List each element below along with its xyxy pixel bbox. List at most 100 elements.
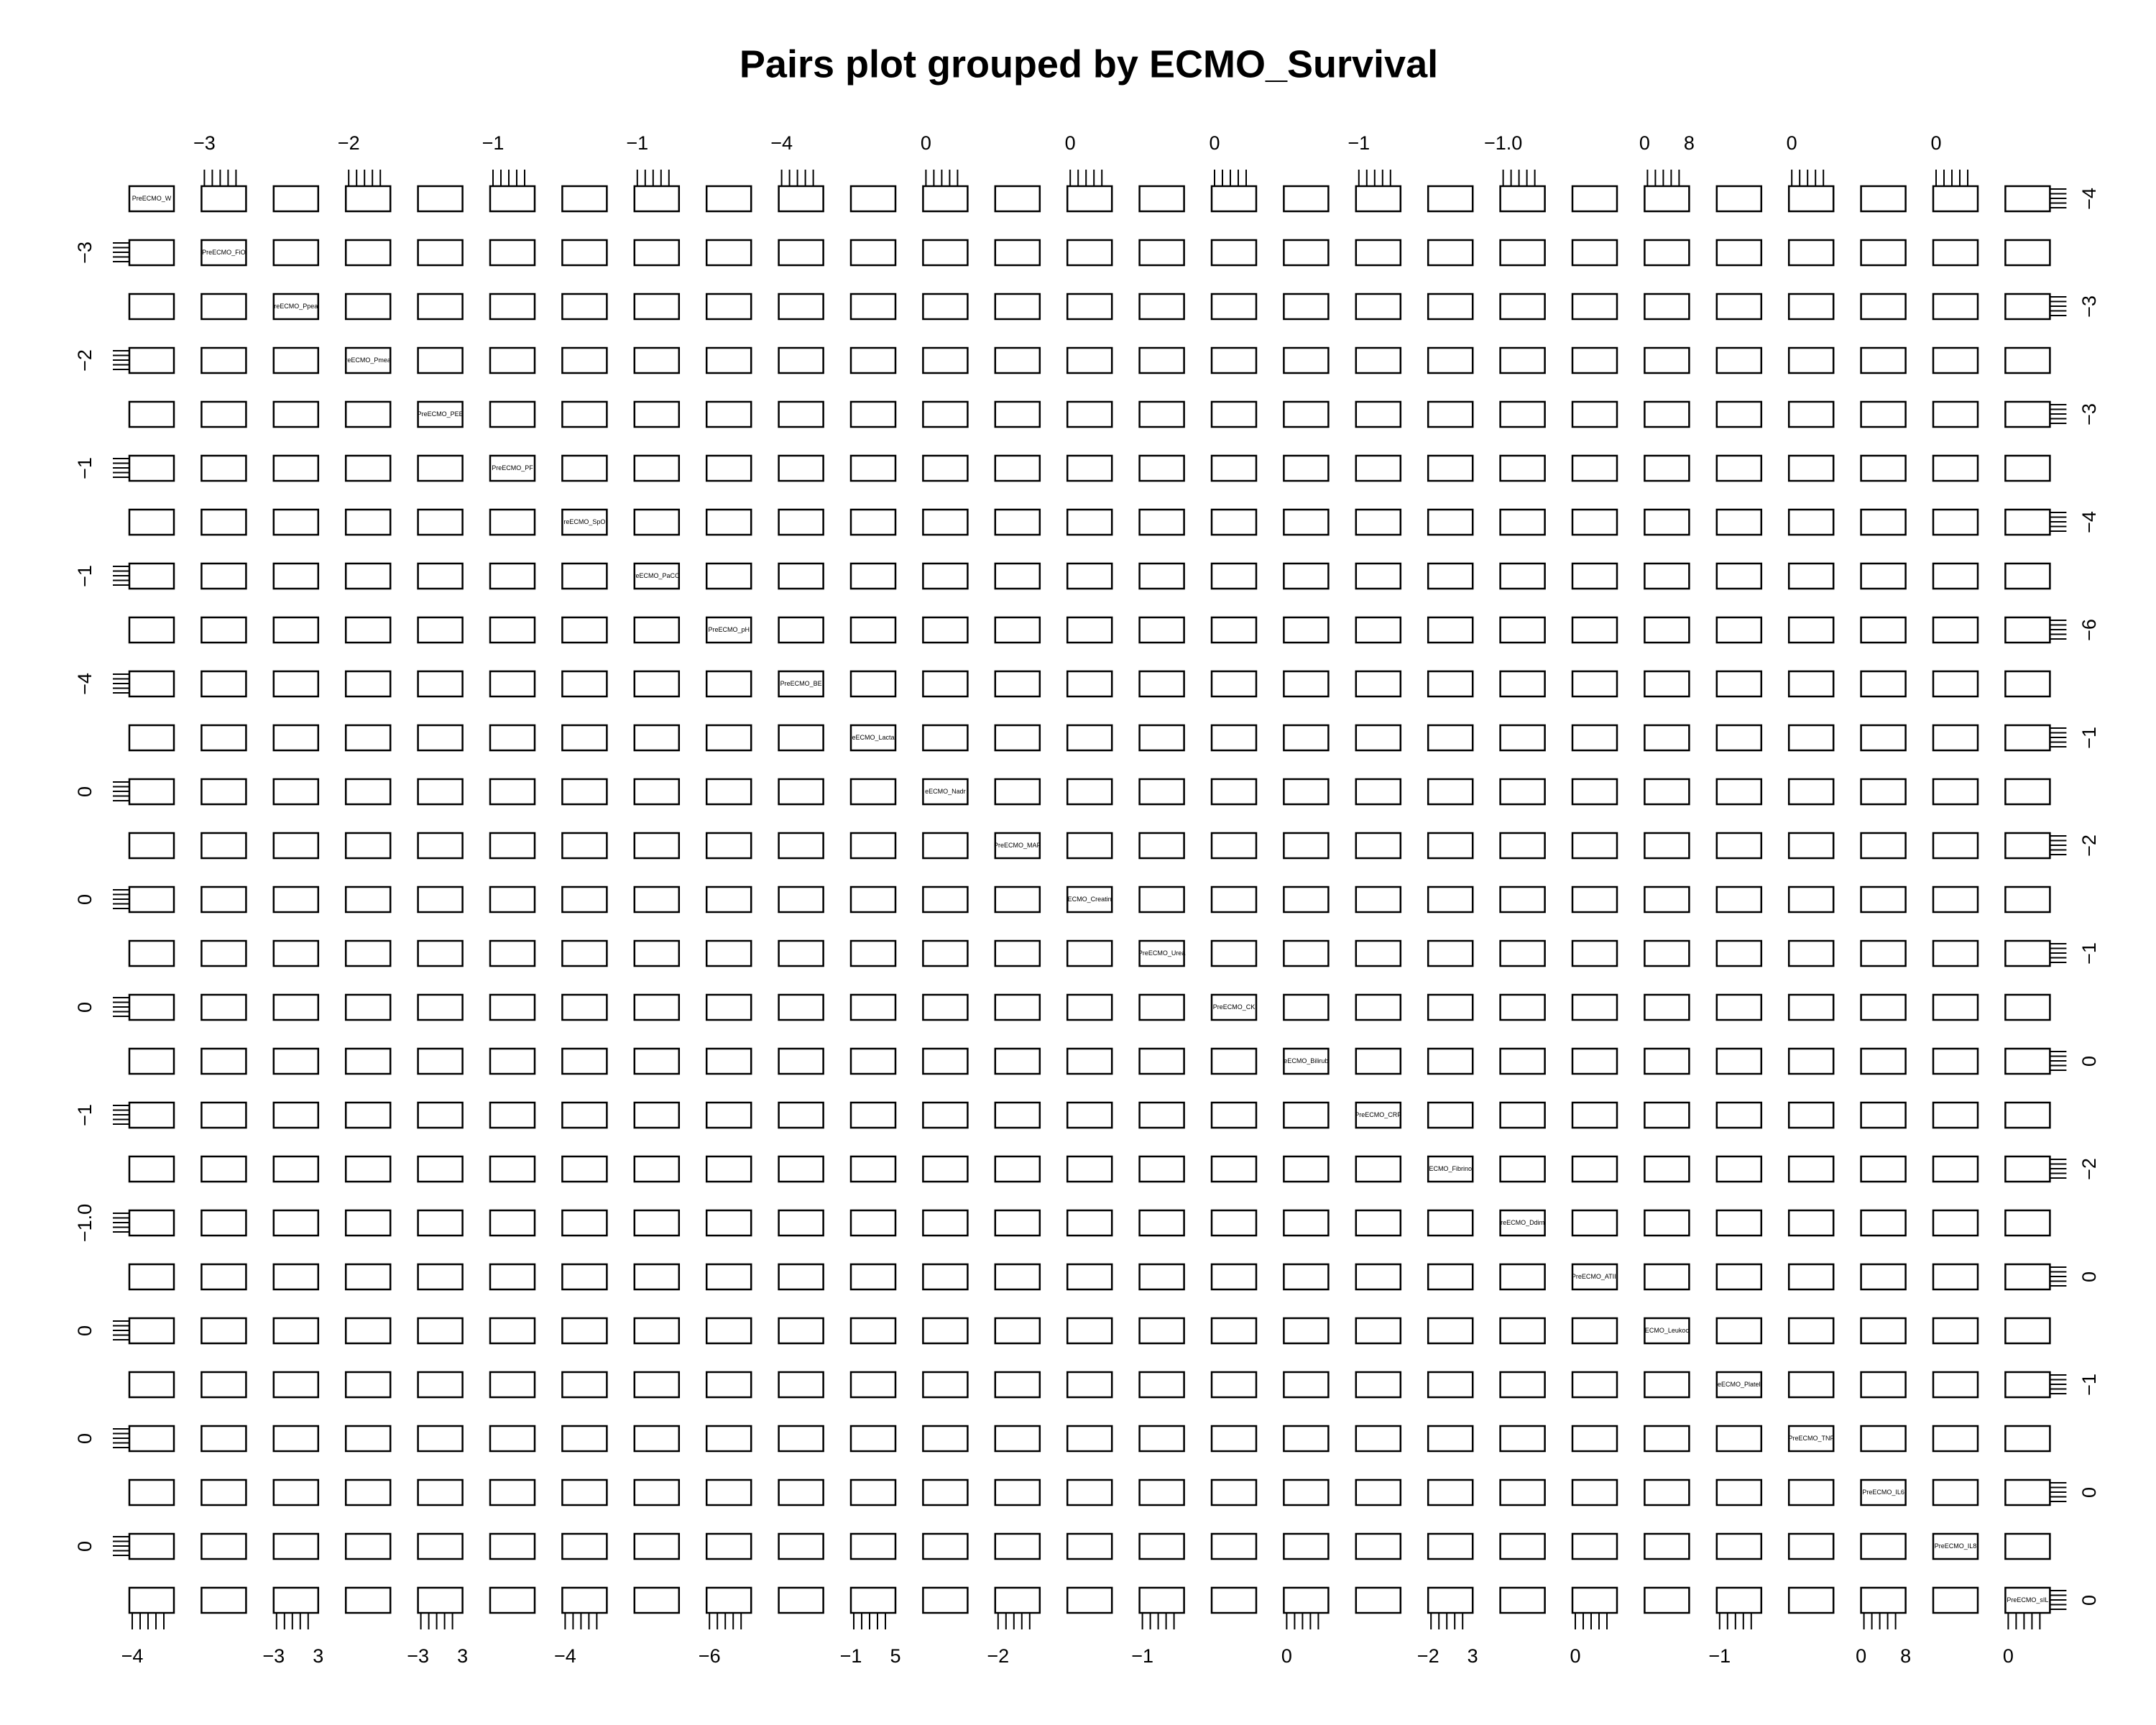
tick-label: 0: [74, 1433, 96, 1444]
panel: [705, 616, 752, 644]
panel: [128, 886, 175, 914]
panel: [2004, 724, 2051, 752]
panel: [705, 939, 752, 967]
panel: [2004, 1263, 2051, 1291]
panel: [1860, 1263, 1907, 1291]
panel: [1715, 1101, 1763, 1129]
panel: [1860, 400, 1907, 428]
panel: [1860, 778, 1907, 806]
panel: [128, 1371, 175, 1399]
panel: [849, 1586, 897, 1614]
tick-label: 0: [2078, 1271, 2100, 1282]
panel: [994, 293, 1041, 321]
panel: [994, 1371, 1041, 1399]
panel: [778, 1586, 824, 1614]
panel: [1932, 562, 1979, 590]
panel: [705, 1478, 752, 1506]
panel: [849, 1101, 897, 1129]
panel: [2004, 1155, 2051, 1183]
diagonal-label: ECMO_Leukoc: [1645, 1327, 1690, 1334]
panel: [705, 993, 752, 1021]
tick-label: −3: [262, 1645, 285, 1667]
panel: [489, 1101, 536, 1129]
panel: [417, 993, 464, 1021]
panel: [705, 508, 752, 536]
panel: [1715, 346, 1763, 374]
panel: [561, 778, 608, 806]
panel: [922, 778, 969, 806]
panel: [417, 562, 464, 590]
panel: [1355, 832, 1402, 860]
panel: [1644, 724, 1690, 752]
panel: [1499, 939, 1546, 967]
panel: [201, 724, 247, 752]
panel: [1571, 239, 1618, 267]
panel: [1138, 616, 1185, 644]
panel: [1499, 1155, 1546, 1183]
panel: [1355, 562, 1402, 590]
panel: [1499, 670, 1546, 698]
panel: [561, 993, 608, 1021]
panel: [128, 185, 175, 213]
tick-label: −1: [1131, 1645, 1153, 1667]
panel: [1427, 1155, 1474, 1183]
panel: [849, 1263, 897, 1291]
panel: [272, 1047, 320, 1075]
panel: [1210, 185, 1258, 213]
panel: [1210, 293, 1258, 321]
panel: [1138, 1371, 1185, 1399]
panel: [1644, 1101, 1690, 1129]
panel: [778, 939, 824, 967]
panel: [633, 508, 681, 536]
panel: [272, 508, 320, 536]
panel: [1066, 1047, 1113, 1075]
panel: [1427, 778, 1474, 806]
panel: [1932, 239, 1979, 267]
panel: [849, 1371, 897, 1399]
panel: [2004, 293, 2051, 321]
panel: [633, 454, 681, 482]
panel: [1571, 1047, 1618, 1075]
panel: [1860, 1586, 1907, 1614]
panel: [1932, 1478, 1979, 1506]
tick-label: 3: [313, 1645, 323, 1667]
panel: [849, 1532, 897, 1560]
panel: [922, 832, 969, 860]
panel: [1787, 1047, 1835, 1075]
panel: [344, 670, 392, 698]
panel: [1787, 1317, 1835, 1345]
panel: [1066, 724, 1113, 752]
panel: [1138, 1155, 1185, 1183]
panel: [1283, 1263, 1330, 1291]
panel: [128, 1047, 175, 1075]
panel: [849, 724, 897, 752]
panel: [1066, 346, 1113, 374]
panel: [1932, 454, 1979, 482]
diagonal-label: reECMO_Ppea: [274, 303, 318, 310]
panel: [994, 1532, 1041, 1560]
panel: [994, 724, 1041, 752]
panel: [1932, 1047, 1979, 1075]
panel: [1355, 1047, 1402, 1075]
panel: [705, 562, 752, 590]
panel: [1644, 508, 1690, 536]
tick-label: −2: [987, 1645, 1009, 1667]
panel: [128, 1263, 175, 1291]
panel: [1644, 886, 1690, 914]
panel: [1210, 400, 1258, 428]
panel: [1066, 1209, 1113, 1237]
panel: [1138, 1586, 1185, 1614]
panel: [1210, 1478, 1258, 1506]
tick-label: 0: [1209, 132, 1220, 154]
panel: [1932, 670, 1979, 698]
panel: [1499, 1101, 1546, 1129]
panel: [561, 1425, 608, 1453]
panel: [489, 346, 536, 374]
panel: [1932, 1425, 1979, 1453]
panel: [1715, 1478, 1763, 1506]
panel: [1283, 185, 1330, 213]
panel: [849, 1047, 897, 1075]
panel: [1787, 939, 1835, 967]
panel: [1571, 670, 1618, 698]
panel: [1499, 1263, 1546, 1291]
